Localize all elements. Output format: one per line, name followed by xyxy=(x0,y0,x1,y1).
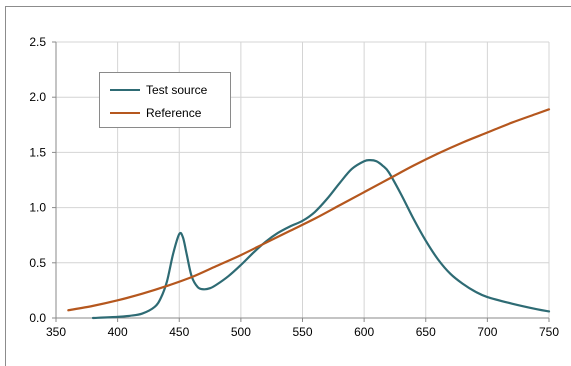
series-line-test-source xyxy=(91,158,551,320)
x-tick-label: 500 xyxy=(231,325,251,339)
y-tick-label: 0.5 xyxy=(29,256,46,270)
series-lines xyxy=(67,108,551,320)
legend-label-reference: Reference xyxy=(146,106,202,120)
y-tick-label: 1.0 xyxy=(29,201,46,215)
y-tick-label: 1.5 xyxy=(29,145,46,159)
y-axis-ticks: 0.0 0.5 1.0 1.5 2.0 2.5 xyxy=(29,35,56,325)
x-tick-label: 400 xyxy=(108,325,128,339)
y-tick-label: 2.5 xyxy=(29,35,46,49)
x-tick-label: 350 xyxy=(46,325,66,339)
x-tick-label: 650 xyxy=(416,325,436,339)
y-tick-label: 0.0 xyxy=(29,311,46,325)
x-tick-label: 750 xyxy=(539,325,559,339)
gridlines xyxy=(56,41,550,318)
y-tick-label: 2.0 xyxy=(29,90,46,104)
legend-swatch-test-source xyxy=(110,89,140,91)
legend-label-test-source: Test source xyxy=(146,83,208,97)
legend-item-test-source: Test source xyxy=(110,82,207,98)
figure-top-border xyxy=(5,6,571,7)
series-line-reference xyxy=(67,108,551,312)
x-tick-label: 550 xyxy=(292,325,312,339)
x-tick-label: 450 xyxy=(169,325,189,339)
x-tick-label: 700 xyxy=(477,325,497,339)
legend-swatch-reference xyxy=(110,112,140,114)
x-axis-ticks: 350 400 450 500 550 600 650 700 750 xyxy=(46,318,559,339)
legend: Test source Reference xyxy=(99,72,231,128)
legend-item-reference: Reference xyxy=(110,105,201,121)
figure-left-border xyxy=(5,6,6,366)
x-tick-label: 600 xyxy=(354,325,374,339)
